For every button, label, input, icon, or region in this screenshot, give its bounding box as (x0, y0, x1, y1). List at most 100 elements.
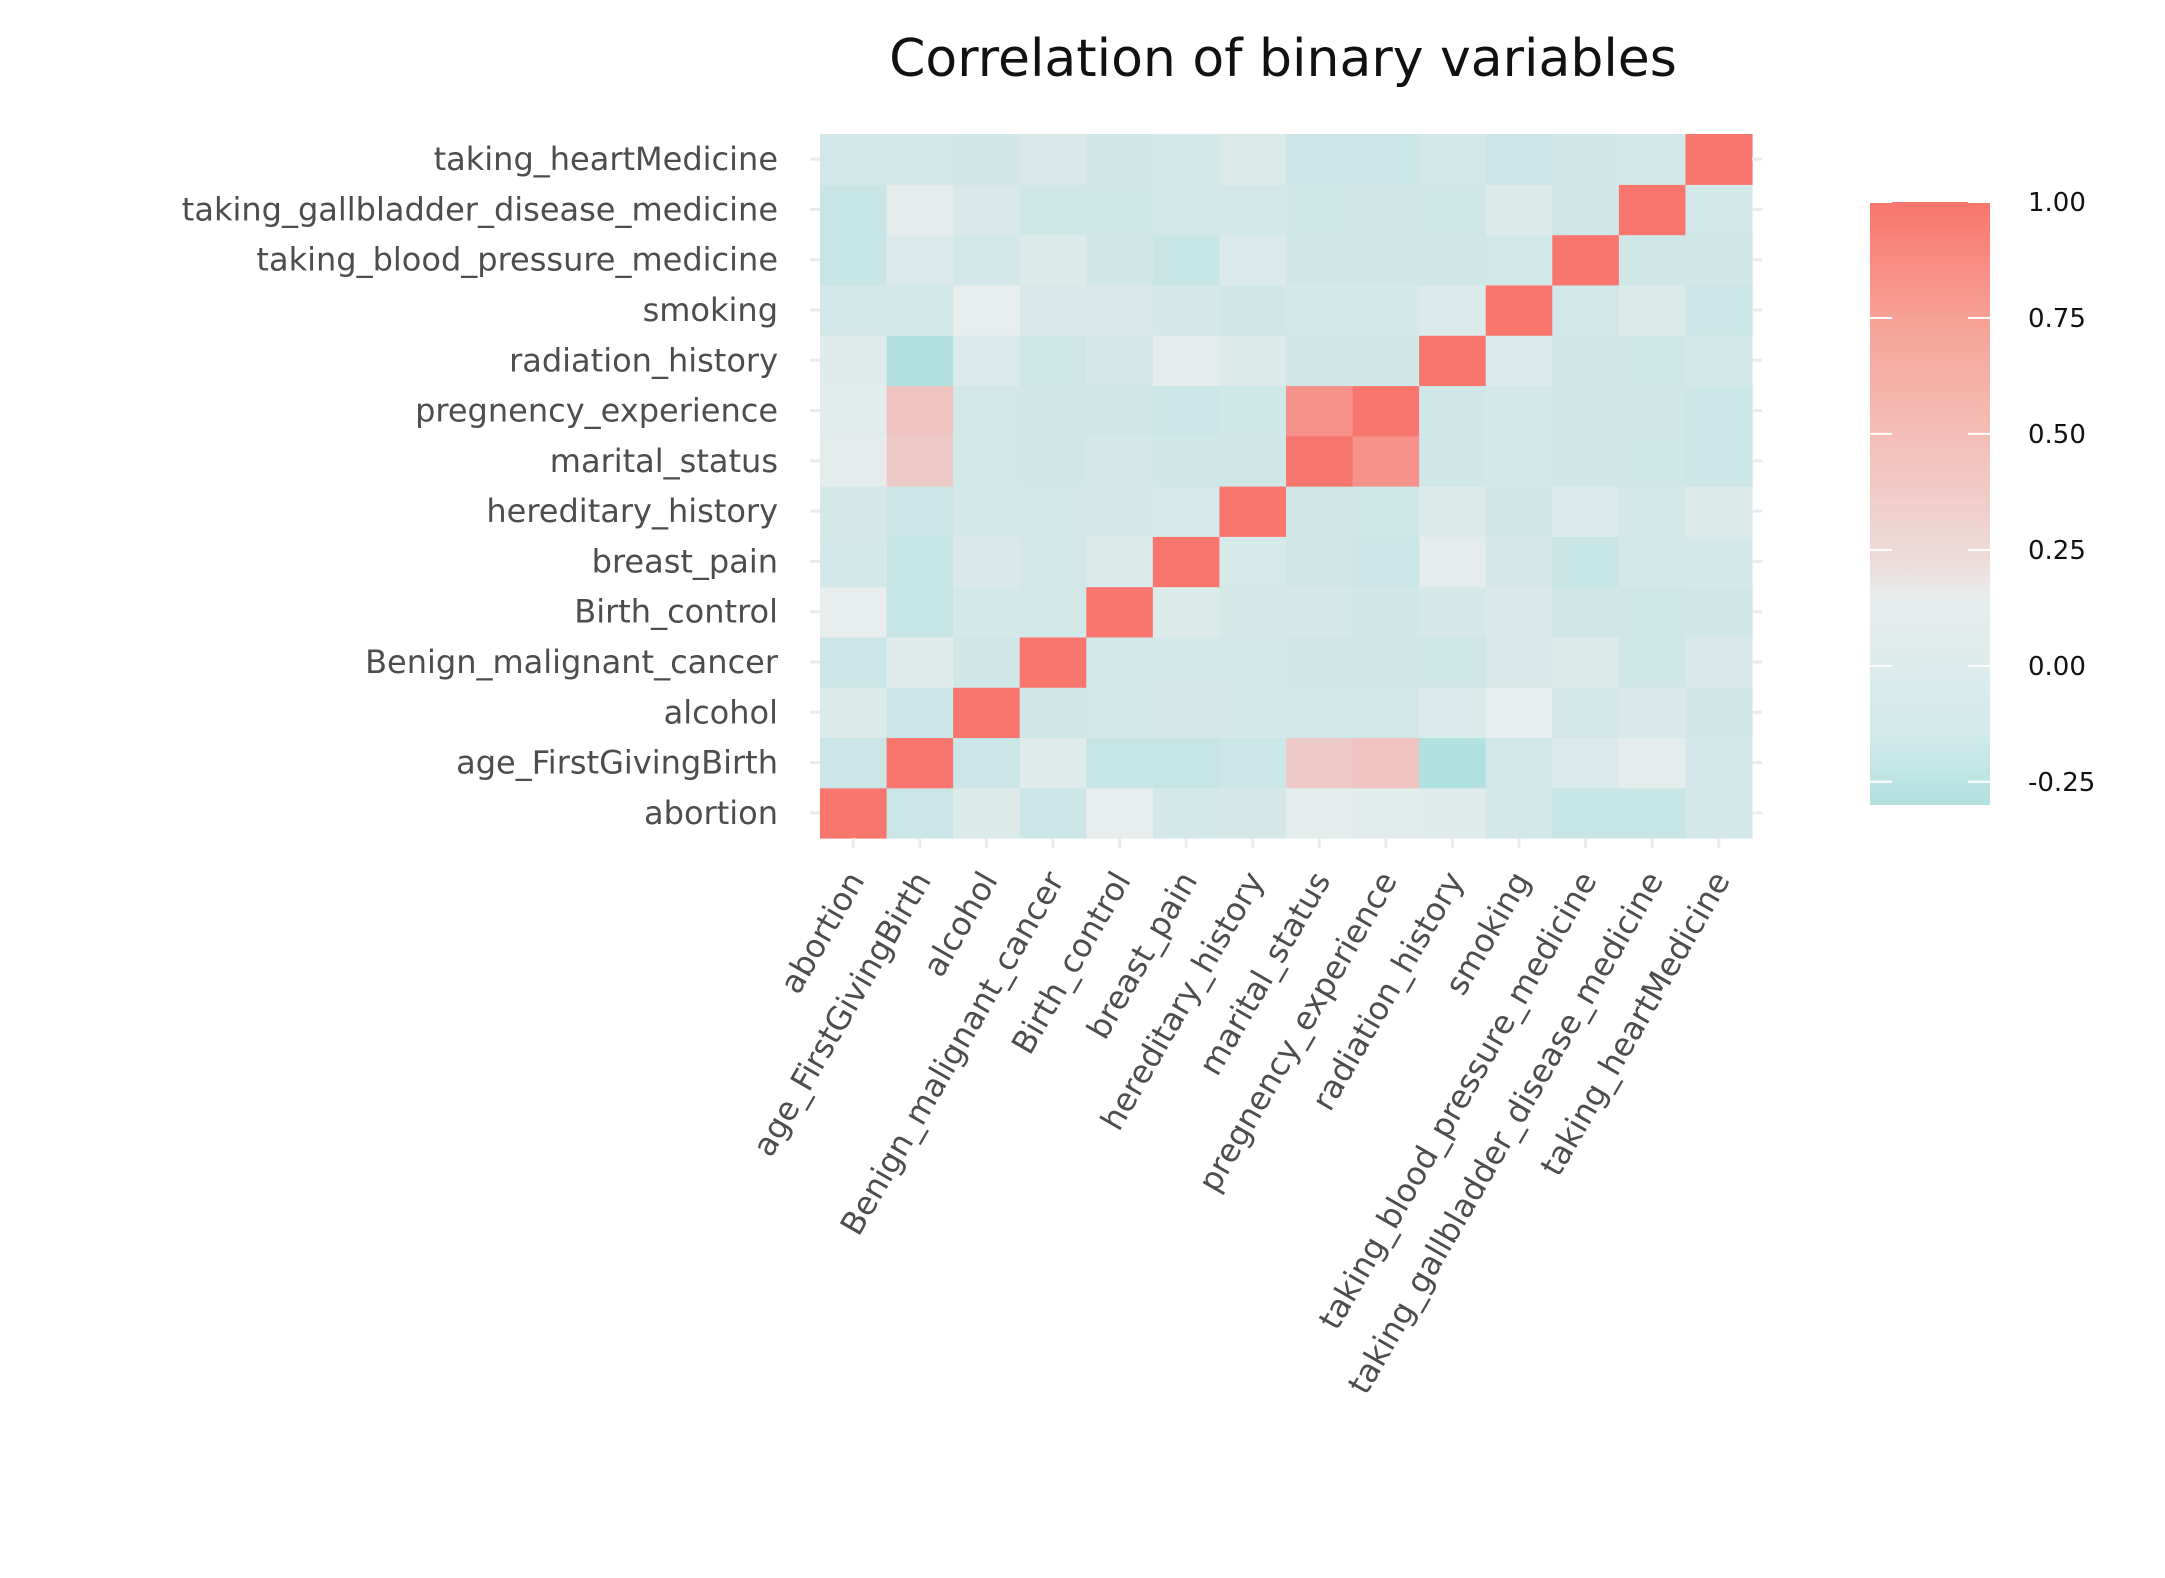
heatmap-cell-hereditary_history-radiation_history (1419, 486, 1487, 537)
heatmap-cell-pregnency_experience-marital_status (1286, 385, 1354, 437)
heatmap-cell-taking_gallbladder_disease_medicine-marital_status (1286, 184, 1354, 236)
heatmap-cell-taking_blood_pressure_medicine-radiation_history (1419, 234, 1487, 286)
heatmap-cell-age_FirstGivingBirth-age_FirstGivingBirth (886, 737, 954, 789)
heatmap-cell-hereditary_history-age_FirstGivingBirth (886, 486, 954, 537)
heatmap-cell-taking_heartMedicine-Benign_malignant_cancer (1019, 134, 1087, 185)
heatmap-cell-Birth_control-radiation_history (1419, 586, 1487, 638)
heatmap-cell-Birth_control-hereditary_history (1219, 586, 1287, 638)
legend-colorbar (1870, 202, 1990, 805)
heatmap-cell-smoking-marital_status (1286, 284, 1354, 336)
heatmap-cell-pregnency_experience-pregnency_experience (1352, 385, 1420, 437)
heatmap-cell-Birth_control-smoking (1485, 586, 1553, 638)
heatmap-cell-pregnency_experience-Benign_malignant_cancer (1019, 385, 1087, 437)
heatmap-cell-age_FirstGivingBirth-pregnency_experience (1352, 737, 1420, 789)
heatmap-cell-abortion-abortion (820, 787, 888, 839)
heatmap-cell-hereditary_history-taking_blood_pressure_medicine (1552, 486, 1620, 537)
heatmap-cell-age_FirstGivingBirth-alcohol (953, 737, 1021, 789)
x-axis-labels: abortionage_FirstGivingBirthalcoholBenig… (745, 864, 1738, 1400)
heatmap-cell-smoking-age_FirstGivingBirth (886, 284, 954, 336)
heatmap-cell-taking_heartMedicine-taking_gallbladder_disease_medicine (1618, 134, 1687, 185)
heatmap-cell-hereditary_history-taking_heartMedicine (1685, 486, 1753, 537)
heatmap-cell-age_FirstGivingBirth-abortion (820, 737, 888, 789)
heatmap-cell-taking_heartMedicine-Birth_control (1086, 134, 1154, 185)
heatmap-cell-Birth_control-Benign_malignant_cancer (1019, 586, 1087, 638)
heatmap-cell-taking_blood_pressure_medicine-Birth_control (1086, 234, 1154, 286)
heatmap-cell-pregnency_experience-smoking (1485, 385, 1553, 437)
heatmap-cell-hereditary_history-taking_gallbladder_disease_medicine (1618, 486, 1687, 537)
heatmap-cell-alcohol-hereditary_history (1219, 687, 1287, 739)
heatmap-cell-Birth_control-breast_pain (1152, 586, 1221, 638)
heatmap-cell-Benign_malignant_cancer-Benign_malignant_cancer (1019, 636, 1087, 688)
heatmap-cell-alcohol-marital_status (1286, 687, 1354, 739)
heatmap-cell-marital_status-taking_heartMedicine (1685, 435, 1753, 487)
heatmap-cell-age_FirstGivingBirth-marital_status (1286, 737, 1354, 789)
heatmap-cell-smoking-pregnency_experience (1352, 284, 1420, 336)
heatmap-cell-radiation_history-marital_status (1286, 335, 1354, 387)
heatmap-cell-taking_blood_pressure_medicine-taking_gallbladder_disease_medicine (1618, 234, 1687, 286)
heatmap-cell-taking_gallbladder_disease_medicine-alcohol (953, 184, 1021, 236)
heatmap-cell-taking_heartMedicine-smoking (1485, 134, 1553, 185)
heatmap-cell-breast_pain-smoking (1485, 536, 1553, 588)
heatmap-cell-breast_pain-Birth_control (1086, 536, 1154, 588)
heatmap-cell-radiation_history-hereditary_history (1219, 335, 1287, 387)
heatmap-cell-radiation_history-abortion (820, 335, 888, 387)
heatmap-cell-breast_pain-radiation_history (1419, 536, 1487, 588)
heatmap-cell-taking_gallbladder_disease_medicine-taking_gallbladder_disease_medicine (1618, 184, 1687, 236)
heatmap-cell-Birth_control-taking_heartMedicine (1685, 586, 1753, 638)
heatmap-cell-abortion-radiation_history (1419, 787, 1487, 839)
heatmap-cell-radiation_history-alcohol (953, 335, 1021, 387)
heatmap-cell-marital_status-Benign_malignant_cancer (1019, 435, 1087, 487)
heatmap-cell-marital_status-alcohol (953, 435, 1021, 487)
heatmap-cell-marital_status-breast_pain (1152, 435, 1221, 487)
y-tick-label-abortion: abortion (644, 794, 778, 832)
heatmap-cell-taking_heartMedicine-marital_status (1286, 134, 1354, 185)
heatmap-cell-alcohol-Birth_control (1086, 687, 1154, 739)
heatmap-cell-pregnency_experience-alcohol (953, 385, 1021, 437)
heatmap-cell-smoking-breast_pain (1152, 284, 1221, 336)
heatmap-cell-marital_status-age_FirstGivingBirth (886, 435, 954, 487)
y-tick-label-marital_status: marital_status (550, 442, 778, 480)
legend-tick-label-4: 0.00 (2028, 652, 2086, 682)
heatmap-cell-radiation_history-taking_blood_pressure_medicine (1552, 335, 1620, 387)
heatmap-cell-smoking-smoking (1485, 284, 1553, 336)
heatmap-cell-taking_blood_pressure_medicine-age_FirstGivingBirth (886, 234, 954, 286)
legend-tick-label-1: 0.75 (2028, 304, 2086, 334)
heatmap-cell-Benign_malignant_cancer-marital_status (1286, 636, 1354, 688)
heatmap-cell-taking_blood_pressure_medicine-alcohol (953, 234, 1021, 286)
heatmap-cell-alcohol-radiation_history (1419, 687, 1487, 739)
heatmap-cell-pregnency_experience-radiation_history (1419, 385, 1487, 437)
heatmap-cell-Birth_control-taking_gallbladder_disease_medicine (1618, 586, 1687, 638)
chart-title: Correlation of binary variables (889, 29, 1677, 89)
heatmap-cell-Benign_malignant_cancer-Birth_control (1086, 636, 1154, 688)
heatmap-cell-Birth_control-age_FirstGivingBirth (886, 586, 954, 638)
heatmap-cell-breast_pain-pregnency_experience (1352, 536, 1420, 588)
heatmap-cell-taking_heartMedicine-hereditary_history (1219, 134, 1287, 185)
heatmap-cell-age_FirstGivingBirth-Birth_control (1086, 737, 1154, 789)
heatmap-cell-pregnency_experience-taking_gallbladder_disease_medicine (1618, 385, 1687, 437)
heatmap-cell-smoking-taking_heartMedicine (1685, 284, 1753, 336)
heatmap-cell-taking_gallbladder_disease_medicine-pregnency_experience (1352, 184, 1420, 236)
heatmap-cell-abortion-pregnency_experience (1352, 787, 1420, 839)
y-tick-label-Birth_control: Birth_control (574, 593, 778, 631)
heatmap-cell-hereditary_history-hereditary_history (1219, 486, 1287, 537)
heatmap-cell-abortion-breast_pain (1152, 787, 1221, 839)
heatmap-cell-taking_gallbladder_disease_medicine-hereditary_history (1219, 184, 1287, 236)
heatmap-cell-age_FirstGivingBirth-taking_blood_pressure_medicine (1552, 737, 1620, 789)
heatmap-cell-taking_blood_pressure_medicine-marital_status (1286, 234, 1354, 286)
heatmap-cell-Benign_malignant_cancer-age_FirstGivingBirth (886, 636, 954, 688)
heatmap-cell-abortion-taking_heartMedicine (1685, 787, 1753, 839)
heatmap-cell-Birth_control-pregnency_experience (1352, 586, 1420, 638)
y-tick-label-breast_pain: breast_pain (592, 542, 778, 580)
heatmap-cell-Benign_malignant_cancer-radiation_history (1419, 636, 1487, 688)
heatmap-cell-pregnency_experience-taking_heartMedicine (1685, 385, 1753, 437)
heatmap-cell-taking_gallbladder_disease_medicine-abortion (820, 184, 888, 236)
heatmap-cell-marital_status-taking_gallbladder_disease_medicine (1618, 435, 1687, 487)
heatmap-cell-breast_pain-alcohol (953, 536, 1021, 588)
heatmap-cell-radiation_history-breast_pain (1152, 335, 1221, 387)
heatmap-cells (820, 134, 1753, 839)
heatmap-cell-Benign_malignant_cancer-pregnency_experience (1352, 636, 1420, 688)
heatmap-cell-smoking-taking_blood_pressure_medicine (1552, 284, 1620, 336)
heatmap-cell-taking_gallbladder_disease_medicine-taking_blood_pressure_medicine (1552, 184, 1620, 236)
legend-tick-label-5: -0.25 (2028, 768, 2095, 798)
